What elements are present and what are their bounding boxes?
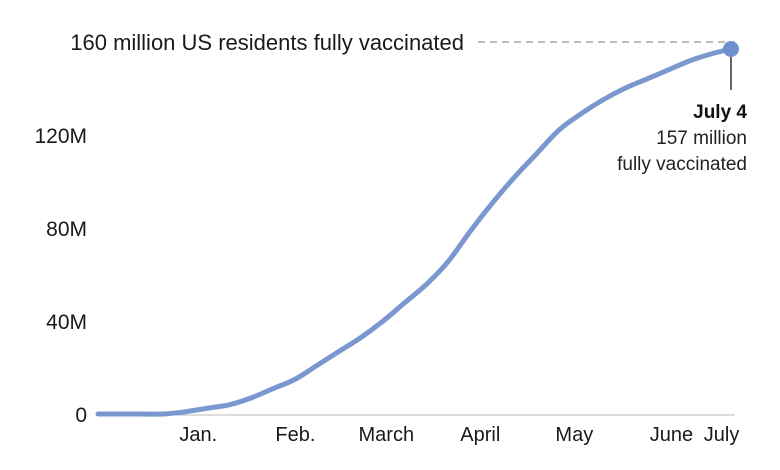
annotation-date: July 4 [693,102,747,123]
y-tick-label-120m: 120M [34,125,87,148]
x-month-label-april: April [460,424,500,446]
x-month-label-jan: Jan. [179,424,217,446]
y-tick-label-40m: 40M [46,311,87,334]
x-month-label-june: June [650,424,693,446]
annotation-july-4: July 4 157 million fully vaccinated [617,40,747,175]
x-axis-months: Jan. Feb. March April May June July [179,424,739,446]
target-label: 160 million US residents fully vaccinate… [70,30,464,55]
target-line-group: 160 million US residents fully vaccinate… [70,30,735,55]
x-month-label-may: May [555,424,593,446]
annotation-caption: fully vaccinated [617,154,747,175]
annotation-value: 157 million [656,128,747,149]
x-month-label-march: March [359,424,415,446]
endpoint-dot [723,40,739,57]
y-tick-label-80m: 80M [46,218,87,241]
x-month-label-feb: Feb. [275,424,315,446]
y-axis-ticks: 0 40M 80M 120M [34,125,87,427]
x-month-label-july: July [704,424,740,446]
series-line-fully-vaccinated [95,46,734,417]
y-tick-label-0: 0 [75,404,87,427]
